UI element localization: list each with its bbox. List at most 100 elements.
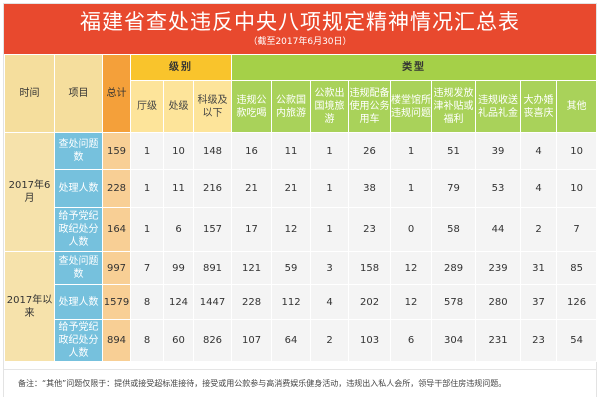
header-level-group: 级别 [129,54,233,81]
footnote: 备注：“其他”问题仅限于：提供或接受超标准接待，接受或用公款参与高消费娱乐健身活… [4,369,596,397]
level-cell: 7 [130,251,164,285]
type-cell: 228 [231,284,273,320]
type-cell: 1 [310,169,350,208]
header-type: 违规发放津补贴或福利 [431,80,477,133]
header-type: 楼堂馆所违规问题 [390,80,433,133]
type-cell: 17 [231,207,273,252]
table-row: 处理人数 1579 8 124 1447 228 112 4 202 12 57… [5,284,598,320]
type-cell: 44 [475,207,522,252]
type-cell: 10 [556,169,598,208]
type-cell: 26 [348,132,392,170]
level-cell: 124 [163,284,194,320]
header-total: 总计 [102,54,131,133]
row-total: 159 [102,132,131,170]
type-cell: 54 [556,319,598,362]
type-cell: 64 [271,319,312,362]
type-cell: 58 [431,207,477,252]
level-cell: 826 [192,319,233,362]
header-type-group: 类型 [231,54,598,81]
type-cell: 2 [520,207,558,252]
header-time: 时间 [4,54,55,133]
period-label: 2017年以来 [4,251,55,362]
level-cell: 1 [130,132,164,170]
type-cell: 578 [431,284,477,320]
level-cell: 60 [163,319,194,362]
row-total: 894 [102,319,131,362]
level-cell: 1 [130,207,164,252]
type-cell: 4 [310,284,350,320]
table-row: 2017年以来 查处问题数 997 7 99 891 121 59 3 158 … [4,251,598,362]
type-cell: 39 [475,132,522,170]
type-cell: 1 [390,169,433,208]
type-cell: 1 [390,132,433,170]
level-cell: 11 [163,169,194,208]
header-type: 大办婚丧喜庆 [520,80,558,133]
table-row: 处理人数 228 1 11 216 21 21 1 38 1 79 53 4 1… [5,169,598,208]
header-type: 违规收送礼品礼金 [475,80,522,133]
type-cell: 23 [348,207,392,252]
type-cell: 23 [520,319,558,362]
type-cell: 121 [231,251,273,285]
row-item: 查处问题数 [54,132,103,170]
summary-table: 时间 项目 总计 级别 类型 厅级 处级 科级及以下 违规公款吃喝 公款国内旅游… [4,54,598,362]
type-cell: 11 [271,132,312,170]
level-cell: 891 [192,251,233,285]
header-level: 科级及以下 [192,80,233,133]
level-cell: 148 [192,132,233,170]
type-cell: 12 [271,207,312,252]
header-type: 其他 [556,80,598,133]
row-item: 给予党纪政纪处分人数 [54,207,103,252]
type-cell: 0 [390,207,433,252]
header-type: 违规公款吃喝 [231,80,273,133]
table-row: 2017年6月 查处问题数 159 1 10 148 16 11 1 26 1 … [4,132,598,252]
page-title: 福建省查处违反中央八项规定精神情况汇总表 [80,10,520,34]
type-cell: 280 [475,284,522,320]
level-cell: 8 [130,319,164,362]
type-cell: 21 [271,169,312,208]
level-cell: 1447 [192,284,233,320]
level-cell: 99 [163,251,194,285]
type-cell: 1 [310,207,350,252]
type-cell: 53 [475,169,522,208]
header-item: 项目 [54,54,103,133]
type-cell: 31 [520,251,558,285]
row-total: 164 [102,207,131,252]
type-cell: 202 [348,284,392,320]
table-row: 给予党纪政纪处分人数 894 8 60 826 107 64 2 103 6 3… [5,319,598,362]
header-type: 公款出国境旅游 [310,80,350,133]
type-cell: 85 [556,251,598,285]
type-cell: 38 [348,169,392,208]
type-cell: 2 [310,319,350,362]
type-cell: 10 [556,132,598,170]
type-cell: 4 [520,169,558,208]
level-cell: 1 [130,169,164,208]
row-item: 处理人数 [54,169,103,208]
summary-table-card: 福建省查处违反中央八项规定精神情况汇总表 （截至2017年6月30日） 时间 项… [3,3,598,397]
type-cell: 103 [348,319,392,362]
level-cell: 6 [163,207,194,252]
period-label: 2017年6月 [4,132,55,252]
type-cell: 239 [475,251,522,285]
row-total: 997 [102,251,131,285]
type-cell: 289 [431,251,477,285]
type-cell: 3 [310,251,350,285]
type-cell: 12 [390,284,433,320]
type-cell: 112 [271,284,312,320]
type-cell: 107 [231,319,273,362]
type-cell: 4 [520,132,558,170]
page-subtitle: （截至2017年6月30日） [248,37,352,47]
type-cell: 1 [310,132,350,170]
header-type: 公款国内旅游 [271,80,312,133]
type-cell: 158 [348,251,392,285]
type-cell: 231 [475,319,522,362]
row-item: 查处问题数 [54,251,103,285]
type-cell: 7 [556,207,598,252]
type-cell: 12 [390,251,433,285]
table-row: 给予党纪政纪处分人数 164 1 6 157 17 12 1 23 0 58 4… [5,207,598,252]
row-total: 228 [102,169,131,208]
type-cell: 59 [271,251,312,285]
type-cell: 16 [231,132,273,170]
type-cell: 126 [556,284,598,320]
type-cell: 304 [431,319,477,362]
type-cell: 21 [231,169,273,208]
